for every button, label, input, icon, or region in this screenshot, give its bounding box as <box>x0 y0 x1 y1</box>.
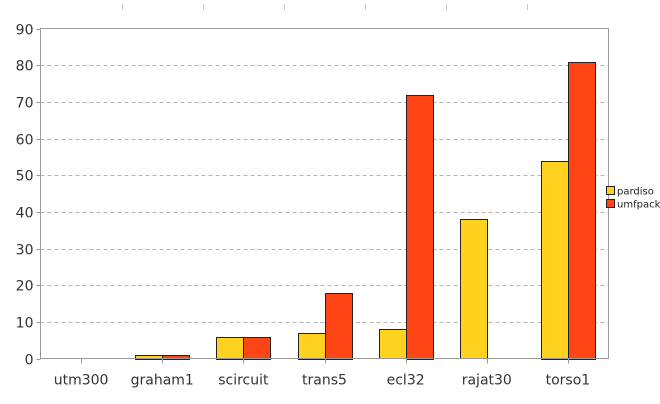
bar-umfpack-scircuit <box>244 338 271 360</box>
bar-pardiso-ecl32 <box>380 330 407 359</box>
bar-umfpack-torso1 <box>569 63 596 360</box>
bar-pardiso-scircuit <box>217 338 244 360</box>
x-tick-label: torso1 <box>546 373 591 389</box>
y-tick-label: 40 <box>16 206 34 222</box>
y-tick-label: 70 <box>16 96 34 112</box>
bar-pardiso-rajat30 <box>461 220 488 359</box>
legend-swatch-pardiso <box>607 187 615 195</box>
x-tick-label: rajat30 <box>462 373 512 389</box>
x-tick-label: trans5 <box>302 373 347 389</box>
legend: pardiso umfpack <box>607 187 660 211</box>
y-tick-label: 90 <box>16 23 34 39</box>
y-axis: 0 10 20 30 40 50 60 70 80 90 <box>16 23 41 369</box>
bars <box>136 63 596 360</box>
y-tick-label: 20 <box>16 279 34 295</box>
y-tick-label: 50 <box>16 169 34 185</box>
plot-area-frame <box>41 29 609 359</box>
grid-lines <box>41 66 609 323</box>
y-tick-label: 80 <box>16 59 34 75</box>
x-axis: utm300 graham1 scircuit trans5 ecl32 rajat30 t… <box>54 359 591 389</box>
y-tick-label: 10 <box>16 316 34 332</box>
x-tick-label: graham1 <box>131 373 194 389</box>
bar-umfpack-trans5 <box>326 294 353 360</box>
y-tick-label: 0 <box>25 353 34 369</box>
legend-label-pardiso: pardiso <box>617 187 654 198</box>
x-tick-label: ecl32 <box>387 373 425 389</box>
legend-label-umfpack: umfpack <box>617 200 660 211</box>
legend-swatch-umfpack <box>607 200 615 208</box>
y-tick-label: 30 <box>16 243 34 259</box>
x-tick-label: utm300 <box>54 373 109 389</box>
bar-umfpack-ecl32 <box>407 96 434 360</box>
bar-pardiso-torso1 <box>542 162 569 360</box>
x-tick-label: scircuit <box>218 373 269 389</box>
y-tick-label: 60 <box>16 133 34 149</box>
bar-pardiso-trans5 <box>299 334 326 360</box>
top-tick-marks <box>123 4 528 10</box>
